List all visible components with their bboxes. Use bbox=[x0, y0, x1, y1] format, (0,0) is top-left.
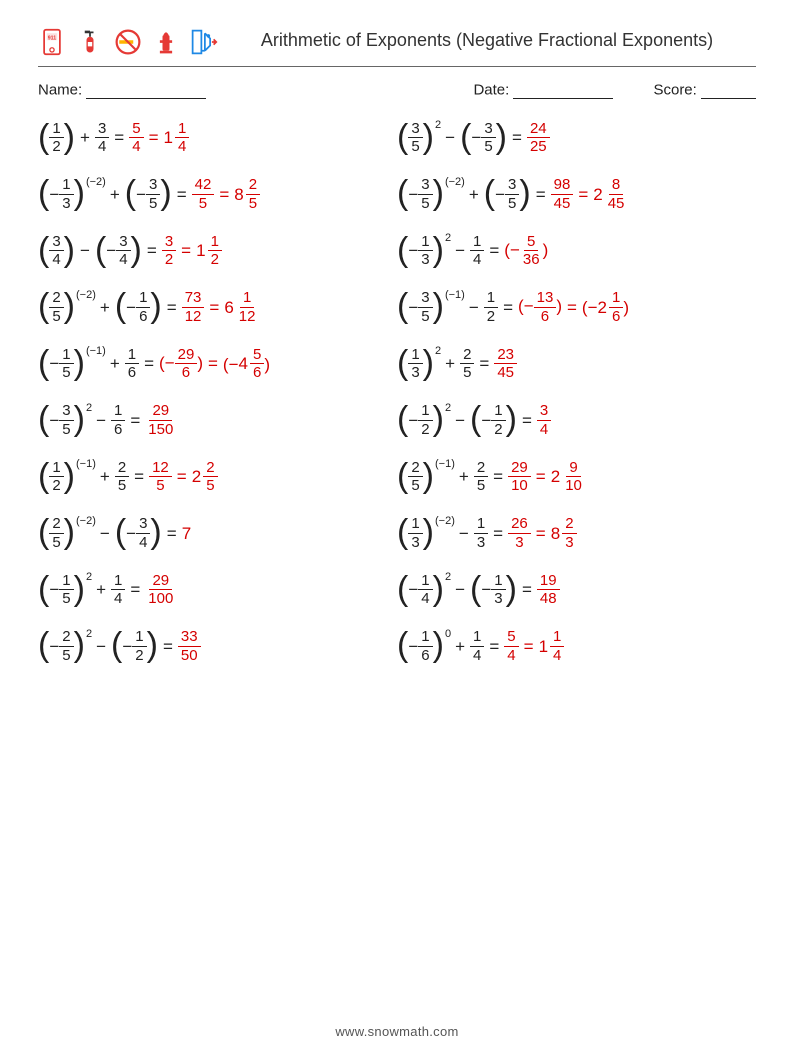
fire-extinguisher-icon bbox=[76, 28, 104, 56]
date-field[interactable]: Date: bbox=[473, 81, 613, 99]
emergency-exit-icon bbox=[190, 28, 218, 56]
name-date-score-row: Name: Date: Score: bbox=[38, 81, 756, 99]
worksheet-page: 911 Arithmetic of Exponents (Negative Fr… bbox=[0, 0, 794, 1053]
problem-18: −142−−13=1948 bbox=[397, 569, 756, 626]
problem-10: 132+25=2345 bbox=[397, 343, 756, 400]
problem-15: 25(−2)−−34=7 bbox=[38, 512, 397, 569]
problem-8: −35(−1)−12=(−136)=(−216) bbox=[397, 286, 756, 343]
score-field[interactable]: Score: bbox=[653, 81, 756, 99]
problem-17: −152+14=29100 bbox=[38, 569, 397, 626]
footer-url: www.snowmath.com bbox=[0, 1024, 794, 1039]
score-label: Score: bbox=[653, 82, 696, 99]
problem-6: −132−14=(−536) bbox=[397, 230, 756, 287]
problem-5: 34−−34=32=112 bbox=[38, 230, 397, 287]
problem-16: 13(−2)−13=263=823 bbox=[397, 512, 756, 569]
problem-1: 12+34=54=114 bbox=[38, 117, 397, 174]
header: 911 Arithmetic of Exponents (Negative Fr… bbox=[38, 24, 756, 67]
emergency-911-icon: 911 bbox=[38, 28, 66, 56]
problem-14: 25(−1)+25=2910=2910 bbox=[397, 456, 756, 513]
problem-20: −160+14=54=114 bbox=[397, 625, 756, 682]
problem-13: 12(−1)+25=125=225 bbox=[38, 456, 397, 513]
svg-text:911: 911 bbox=[48, 35, 57, 41]
worksheet-title: Arithmetic of Exponents (Negative Fracti… bbox=[218, 28, 756, 52]
date-label: Date: bbox=[473, 82, 509, 99]
problem-12: −122−−12=34 bbox=[397, 399, 756, 456]
problem-2: 352−−35=2425 bbox=[397, 117, 756, 174]
name-field[interactable]: Name: bbox=[38, 81, 206, 99]
name-label: Name: bbox=[38, 82, 82, 99]
no-smoking-icon bbox=[114, 28, 142, 56]
problem-9: −15(−1)+16=(−296)=(−456) bbox=[38, 343, 397, 400]
fire-hydrant-icon bbox=[152, 28, 180, 56]
problem-19: −252−−12=3350 bbox=[38, 625, 397, 682]
problem-3: −13(−2)+−35=425=825 bbox=[38, 173, 397, 230]
icon-row: 911 bbox=[38, 28, 218, 56]
problem-11: −352−16=29150 bbox=[38, 399, 397, 456]
problem-4: −35(−2)+−35=9845=2845 bbox=[397, 173, 756, 230]
problems-grid: 12+34=54=114352−−35=2425−13(−2)+−35=425=… bbox=[38, 117, 756, 682]
problem-7: 25(−2)+−16=7312=6112 bbox=[38, 286, 397, 343]
